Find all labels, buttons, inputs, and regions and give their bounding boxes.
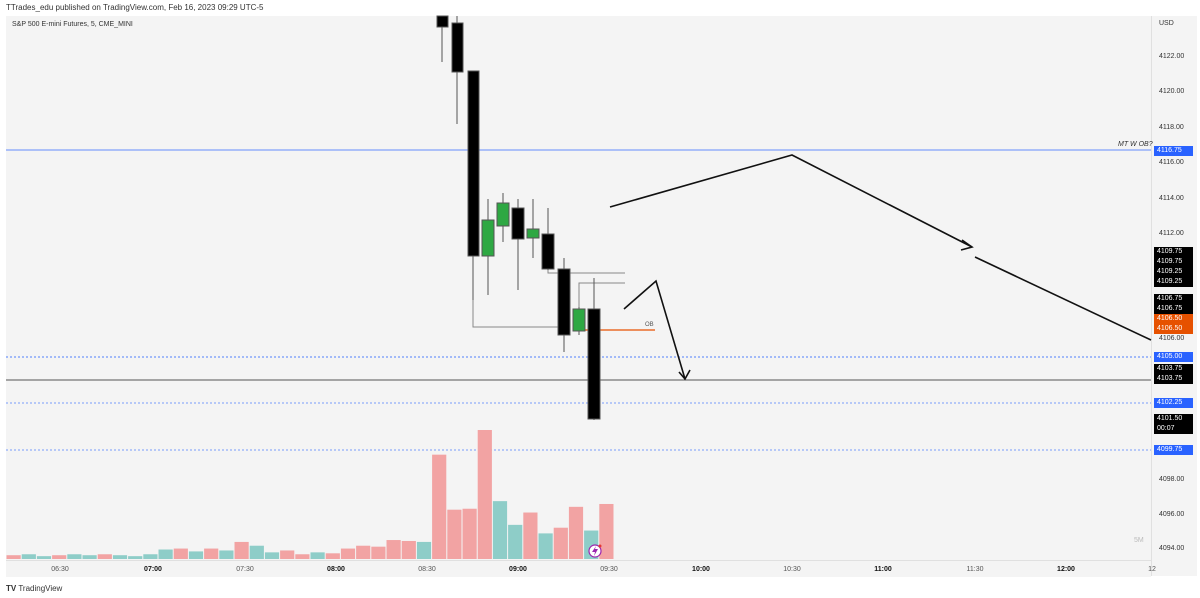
price-label: 4102.25 — [1154, 398, 1193, 408]
time-label: 07:00 — [144, 566, 162, 573]
price-label: 00:07 — [1154, 424, 1193, 434]
volume-bar — [568, 506, 584, 559]
volume-bar — [340, 548, 356, 559]
volume-bar — [401, 540, 416, 559]
ob-label: OB — [645, 322, 654, 328]
publisher-caption: TTrades_edu published on TradingView.com… — [6, 3, 264, 12]
time-label: 11:00 — [874, 566, 892, 573]
price-label: 4106.50 — [1154, 314, 1193, 324]
volume-bar — [295, 554, 310, 559]
time-label: 08:30 — [418, 566, 436, 573]
footer-brand[interactable]: TV TradingView — [6, 584, 62, 593]
price-tick: 4118.00 — [1159, 124, 1184, 131]
price-label: 4106.50 — [1154, 324, 1193, 334]
volume-bar — [477, 430, 492, 559]
time-label: 12:00 — [1057, 566, 1075, 573]
volume-bar — [67, 554, 82, 559]
price-label: 4116.75 — [1154, 146, 1193, 156]
price-label: 4103.75 — [1154, 364, 1193, 374]
time-axis[interactable] — [6, 560, 1151, 577]
tv-logo-icon: TV — [6, 584, 17, 593]
symbol-title[interactable]: S&P 500 E-mini Futures, 5, CME_MINI — [12, 21, 133, 28]
time-label: 10:30 — [783, 566, 801, 573]
volume-bar — [6, 555, 21, 559]
volume-bar — [204, 548, 219, 559]
volume-bar — [82, 555, 97, 559]
volume-bar — [280, 550, 295, 559]
volume-bars — [6, 430, 614, 559]
volume-bar — [158, 549, 173, 559]
price-label: 4103.75 — [1154, 374, 1193, 384]
price-tick: 4096.00 — [1159, 511, 1185, 518]
volume-bar — [492, 501, 508, 559]
time-label: 06:30 — [51, 566, 69, 573]
volume-bar — [553, 527, 568, 559]
price-label: 4099.75 — [1154, 445, 1193, 455]
volume-bar — [310, 552, 325, 559]
volume-bar — [508, 524, 523, 559]
brand-name: TradingView — [18, 584, 63, 593]
time-label: 11:30 — [966, 566, 984, 573]
price-label: 4109.75 — [1154, 257, 1193, 267]
volume-bar — [447, 509, 462, 559]
price-tick: 4106.00 — [1159, 335, 1185, 342]
time-label: 09:00 — [509, 566, 527, 573]
volume-bar — [264, 552, 280, 559]
time-label: 09:30 — [600, 566, 618, 573]
volume-bar — [97, 554, 112, 559]
price-tick: 4094.00 — [1159, 545, 1185, 552]
price-label: 4106.75 — [1154, 294, 1193, 304]
volume-bar — [219, 550, 234, 559]
volume-bar — [538, 533, 553, 559]
volume-bar — [386, 540, 401, 559]
volume-bar — [128, 556, 143, 559]
price-label: 4109.25 — [1154, 267, 1193, 277]
candles — [436, 15, 601, 420]
volume-bar — [325, 553, 340, 559]
price-tick: 4112.00 — [1159, 230, 1184, 237]
volume-bar — [21, 554, 36, 559]
volume-bar — [143, 554, 158, 559]
time-label: 12 — [1148, 566, 1156, 573]
volume-bar — [112, 555, 128, 559]
volume-bar — [371, 546, 386, 559]
volume-bar — [249, 545, 264, 559]
volume-bar — [356, 545, 371, 559]
price-tick: 4120.00 — [1159, 88, 1185, 95]
time-label: 10:00 — [692, 566, 710, 573]
mt-w-ob-label: MT W OB? — [1118, 141, 1153, 148]
interval-watermark: 5M — [1134, 537, 1144, 544]
price-label: 4101.50 — [1154, 414, 1193, 424]
volume-bar — [416, 541, 432, 559]
lightning-icon[interactable] — [588, 544, 602, 558]
projection-drawings — [609, 154, 1152, 381]
volume-bar — [432, 454, 447, 559]
price-tick: 4114.00 — [1159, 195, 1184, 202]
time-label: 07:30 — [236, 566, 254, 573]
currency-label: USD — [1159, 20, 1174, 27]
volume-bar — [36, 556, 52, 559]
price-label: 4109.25 — [1154, 277, 1193, 287]
price-label: 4106.75 — [1154, 304, 1193, 314]
volume-bar — [52, 555, 67, 559]
volume-bar — [599, 503, 614, 559]
price-tick: 4098.00 — [1159, 476, 1185, 483]
time-label: 08:00 — [327, 566, 345, 573]
volume-bar — [173, 548, 188, 559]
volume-bar — [462, 508, 477, 559]
price-label: 4109.75 — [1154, 247, 1193, 257]
price-tick: 4116.00 — [1159, 159, 1184, 166]
volume-bar — [188, 551, 204, 559]
price-label: 4105.00 — [1154, 352, 1193, 362]
volume-bar — [523, 512, 538, 559]
price-tick: 4122.00 — [1159, 53, 1185, 60]
volume-bar — [234, 541, 249, 559]
